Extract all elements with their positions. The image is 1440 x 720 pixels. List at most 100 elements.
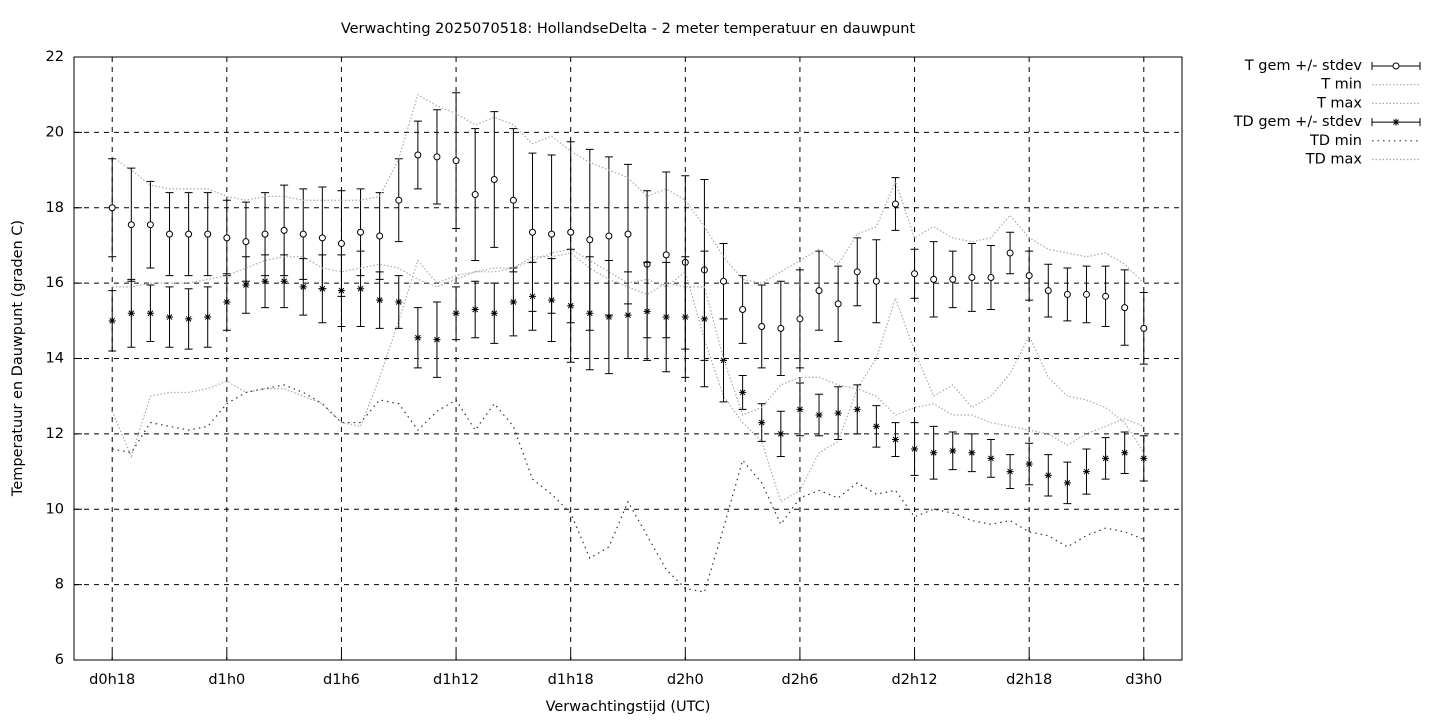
data-point [357, 285, 365, 293]
data-point [1006, 249, 1014, 257]
x-tick-label: d1h18 [548, 672, 594, 688]
legend-label: T max [1316, 95, 1362, 111]
data-point [146, 221, 154, 229]
data-point [490, 309, 498, 317]
data-point [127, 221, 135, 229]
data-point [777, 324, 785, 332]
data-point [185, 230, 193, 238]
data-point [968, 449, 976, 457]
data-point [357, 228, 365, 236]
legend-marker [1392, 62, 1400, 70]
y-tick-label: 14 [46, 351, 64, 367]
data-point [452, 309, 460, 317]
legend-label: TD max [1305, 152, 1363, 168]
legend-marker [1392, 118, 1400, 126]
data-point [758, 322, 766, 330]
line [112, 252, 1145, 446]
line [112, 384, 1145, 593]
y-tick-label: 6 [55, 652, 64, 668]
data-point [528, 228, 536, 236]
data-point [891, 436, 899, 444]
data-point [834, 300, 842, 308]
x-tick-label: d1h6 [323, 672, 360, 688]
data-point [605, 313, 613, 321]
y-tick-label: 12 [46, 426, 64, 442]
data-point [662, 313, 670, 321]
data-point [376, 232, 384, 240]
data-point [1082, 468, 1090, 476]
y-tick-label: 10 [46, 501, 64, 517]
legend-label: TD min [1309, 133, 1362, 149]
data-point [509, 298, 517, 306]
data-point [987, 454, 995, 462]
data-point [318, 234, 326, 242]
data-point [567, 228, 575, 236]
data-point [261, 277, 269, 285]
data-point [242, 238, 250, 246]
data-point [299, 230, 307, 238]
data-point [834, 409, 842, 417]
x-tick-label: d1h0 [208, 672, 245, 688]
data-point [720, 277, 728, 285]
data-point [395, 298, 403, 306]
data-point [242, 281, 250, 289]
data-point [853, 268, 861, 276]
data-point [949, 447, 957, 455]
x-tick-label: d2h18 [1006, 672, 1052, 688]
data-point [911, 270, 919, 278]
y-tick-label: 18 [46, 200, 64, 216]
data-point [796, 405, 804, 413]
data-point [739, 388, 747, 396]
data-point [108, 317, 116, 325]
data-point [777, 430, 785, 438]
data-point [204, 230, 212, 238]
data-point [872, 422, 880, 430]
line [111, 93, 1145, 284]
data-point [127, 309, 135, 317]
data-point [891, 200, 899, 208]
data-point [1044, 287, 1052, 295]
y-tick-label: 20 [46, 124, 64, 140]
data-point [395, 196, 403, 204]
legend-label: T min [1320, 77, 1362, 93]
data-point [700, 315, 708, 323]
data-point [166, 313, 174, 321]
data-point [1063, 290, 1071, 298]
data-point [911, 445, 919, 453]
x-tick-label: d0h18 [89, 672, 135, 688]
data-point [414, 151, 422, 159]
data-point [548, 230, 556, 238]
data-point [930, 275, 938, 283]
data-point [433, 336, 441, 344]
data-point [1025, 272, 1033, 280]
x-tick-label: d1h12 [433, 672, 479, 688]
data-point [509, 196, 517, 204]
y-tick-label: 16 [46, 275, 64, 291]
data-point [930, 449, 938, 457]
data-point [548, 296, 556, 304]
data-point [1063, 479, 1071, 487]
plot-frame [73, 56, 1183, 661]
data-point [261, 230, 269, 238]
data-point [720, 356, 728, 364]
data-point [337, 240, 345, 248]
x-tick-label: d2h6 [782, 672, 819, 688]
data-point [223, 298, 231, 306]
data-point [1025, 460, 1033, 468]
data-point [624, 311, 632, 319]
data-point [605, 232, 613, 240]
y-tick-label: 22 [46, 49, 64, 65]
data-point [490, 175, 498, 183]
data-point [146, 309, 154, 317]
data-point [758, 419, 766, 427]
data-point [1121, 449, 1129, 457]
data-point [586, 236, 594, 244]
data-point [624, 230, 632, 238]
data-point [815, 287, 823, 295]
data-point [204, 313, 212, 321]
data-point [1102, 454, 1110, 462]
data-point [739, 306, 747, 314]
